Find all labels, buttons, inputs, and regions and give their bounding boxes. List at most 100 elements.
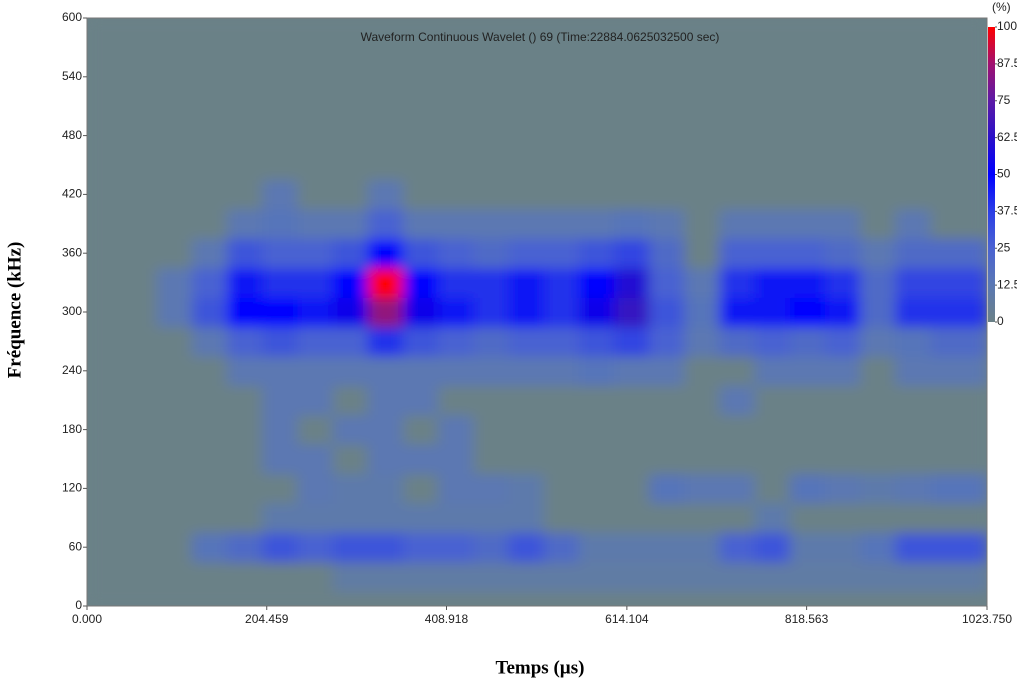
- heatmap-cell: [578, 326, 615, 357]
- heatmap-cell: [684, 385, 721, 416]
- heatmap-cell: [789, 443, 826, 475]
- y-tick-label: 180: [62, 422, 82, 436]
- heatmap-cell: [87, 326, 123, 357]
- heatmap-cell: [789, 267, 826, 298]
- heatmap-cell: [895, 18, 932, 34]
- heatmap-cell: [297, 590, 334, 606]
- heatmap-cell: [87, 532, 123, 563]
- heatmap-cell: [684, 473, 721, 504]
- heatmap-cell: [613, 385, 651, 416]
- heatmap-cell: [191, 532, 229, 563]
- heatmap-cell: [649, 473, 686, 504]
- heatmap-cell: [367, 561, 404, 592]
- heatmap-cell: [508, 149, 545, 181]
- heatmap-cell: [332, 267, 369, 298]
- heatmap-cell: [613, 18, 651, 34]
- heatmap-cell: [649, 91, 686, 122]
- heatmap-cell: [684, 91, 721, 122]
- heatmap-cell: [367, 414, 404, 445]
- heatmap-cell: [824, 326, 862, 357]
- heatmap-cell: [473, 238, 510, 269]
- heatmap-cell: [895, 267, 932, 298]
- heatmap-cell: [473, 355, 510, 386]
- heatmap-cell: [824, 355, 862, 386]
- heatmap-cell: [367, 91, 404, 122]
- heatmap-cell: [227, 296, 264, 328]
- y-tick-label: 480: [62, 128, 82, 142]
- heatmap-cell: [719, 267, 756, 298]
- heatmap-cell: [367, 32, 404, 63]
- heatmap-cell: [684, 326, 721, 357]
- heatmap-cell: [754, 267, 791, 298]
- heatmap-cell: [860, 208, 897, 239]
- heatmap-cell: [262, 91, 299, 122]
- heatmap-cell: [508, 355, 545, 386]
- heatmap-cell: [613, 179, 651, 210]
- heatmap-cell: [332, 385, 369, 416]
- heatmap-cell: [402, 91, 440, 122]
- heatmap-cell: [613, 355, 651, 386]
- heatmap-cell: [543, 502, 580, 533]
- heatmap-cell: [191, 267, 229, 298]
- heatmap-cell: [543, 443, 580, 475]
- heatmap-cell: [895, 473, 932, 504]
- heatmap-cell: [578, 18, 615, 34]
- heatmap-cell: [262, 179, 299, 210]
- heatmap-cell: [578, 91, 615, 122]
- heatmap-cell: [860, 385, 897, 416]
- heatmap-cell: [719, 61, 756, 92]
- heatmap-cell: [473, 208, 510, 239]
- heatmap-cell: [789, 32, 826, 63]
- heatmap-cell: [332, 179, 369, 210]
- heatmap-cell: [156, 120, 193, 151]
- heatmap-cell: [87, 267, 123, 298]
- heatmap-cell: [156, 179, 193, 210]
- x-tick-label: 1023.750: [962, 612, 1012, 626]
- heatmap-cell: [824, 561, 862, 592]
- heatmap-cell: [824, 443, 862, 475]
- heatmap-cell: [332, 120, 369, 151]
- heatmap-cell: [367, 502, 404, 533]
- heatmap-cell: [262, 532, 299, 563]
- heatmap-cell: [649, 502, 686, 533]
- heatmap-cell: [121, 414, 158, 445]
- heatmap-cell: [438, 502, 475, 533]
- heatmap-cell: [121, 443, 158, 475]
- heatmap-cell: [684, 32, 721, 63]
- heatmap-cell: [156, 532, 193, 563]
- heatmap-cell: [332, 590, 369, 606]
- y-tick-label: 60: [69, 539, 83, 553]
- heatmap-cell: [649, 32, 686, 63]
- heatmap-cell: [402, 61, 440, 92]
- heatmap-cell: [578, 532, 615, 563]
- heatmap-cell: [684, 208, 721, 239]
- heatmap-cell: [754, 238, 791, 269]
- heatmap-cell: [297, 296, 334, 328]
- heatmap-cell: [332, 61, 369, 92]
- heatmap-cell: [473, 590, 510, 606]
- heatmap-cell: [649, 61, 686, 92]
- heatmap-cell: [543, 326, 580, 357]
- heatmap-cell: [824, 532, 862, 563]
- heatmap-cell: [156, 91, 193, 122]
- heatmap-cell: [262, 61, 299, 92]
- heatmap-cell: [156, 61, 193, 92]
- heatmap-cell: [402, 18, 440, 34]
- heatmap-cell: [895, 61, 932, 92]
- heatmap-cell: [473, 18, 510, 34]
- heatmap-cell: [191, 590, 229, 606]
- heatmap-cell: [262, 473, 299, 504]
- heatmap-cell: [684, 296, 721, 328]
- heatmap-cell: [473, 32, 510, 63]
- heatmap-cell: [930, 296, 987, 328]
- heatmap-cell: [754, 414, 791, 445]
- heatmap-cell: [297, 385, 334, 416]
- heatmap-cell: [297, 414, 334, 445]
- heatmap-cell: [719, 91, 756, 122]
- heatmap-cell: [824, 18, 862, 34]
- heatmap-cell: [508, 208, 545, 239]
- heatmap-cell: [508, 473, 545, 504]
- heatmap-cell: [754, 590, 791, 606]
- heatmap-cell: [227, 561, 264, 592]
- heatmap-cell: [191, 91, 229, 122]
